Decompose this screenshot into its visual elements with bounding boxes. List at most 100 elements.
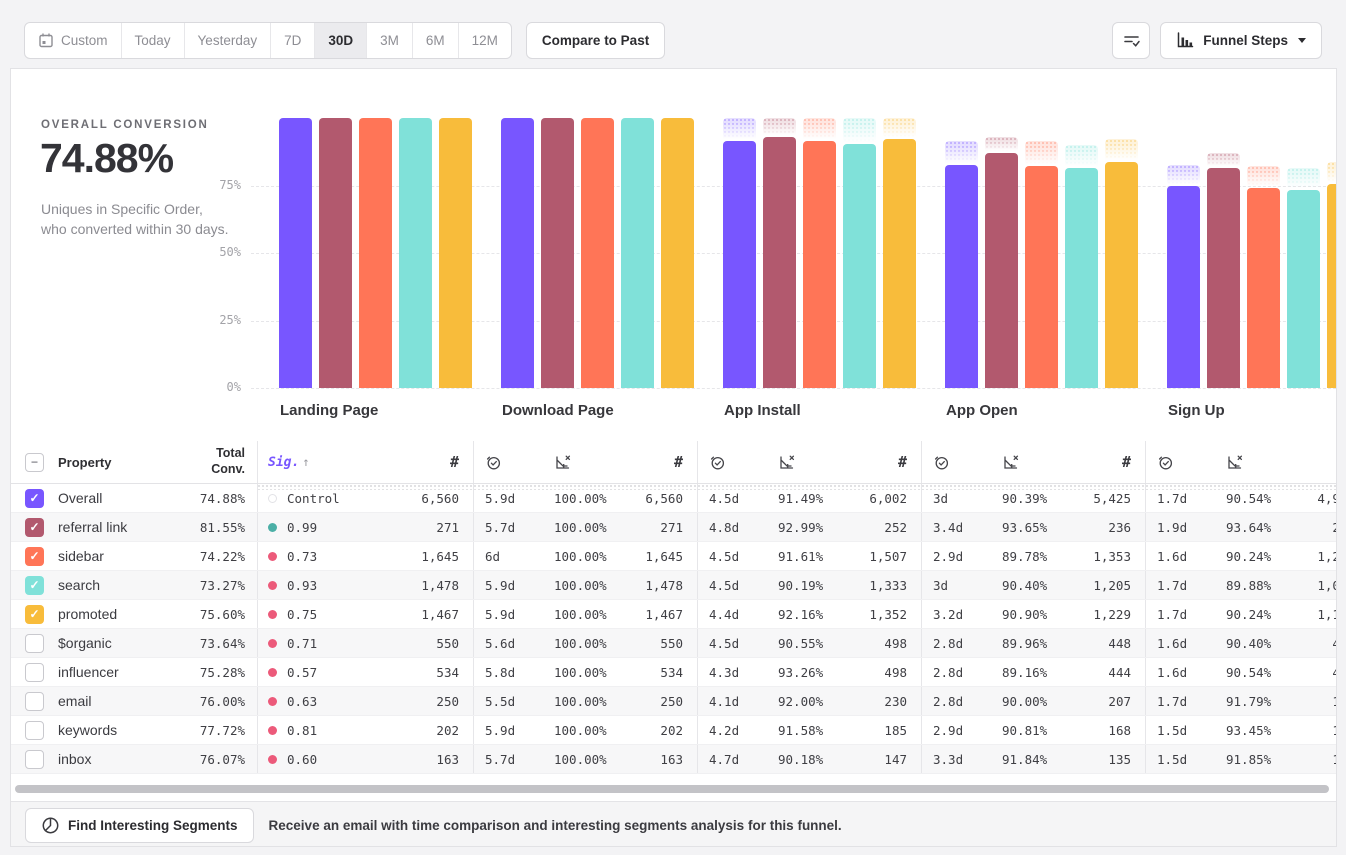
row-checkbox[interactable]: ✓	[25, 517, 44, 537]
conversion-cell: 90.55%	[778, 635, 824, 651]
funnel-bar[interactable]	[501, 118, 534, 388]
total-conversion-cell: 74.22%	[199, 548, 245, 564]
count-cell: 190	[1293, 687, 1336, 715]
funnel-bar[interactable]	[985, 153, 1018, 388]
row-checkbox[interactable]: ✓	[25, 488, 44, 508]
funnel-bar[interactable]	[621, 118, 654, 388]
total-conversion-cell: 73.64%	[199, 635, 245, 651]
sig-dot	[268, 609, 277, 619]
funnel-bar-column	[883, 118, 916, 388]
funnel-steps-label: Funnel Steps	[1203, 32, 1288, 48]
funnel-bar-column	[1105, 118, 1138, 388]
funnel-bar[interactable]	[1025, 166, 1058, 388]
table-row: influencer 75.28% 0.57 534 5.8d 100.00% 534 4.3…	[11, 658, 1336, 687]
step-label: Landing Page	[280, 402, 379, 419]
y-axis-tick-label: 25%	[219, 312, 241, 327]
conversion-cell: 93.45%	[1226, 722, 1272, 738]
funnel-bar[interactable]	[661, 118, 694, 388]
funnel-bar[interactable]	[581, 118, 614, 388]
row-checkbox[interactable]	[25, 633, 44, 653]
calendar-icon	[38, 32, 54, 48]
funnel-bar-dropoff	[843, 118, 876, 142]
horizontal-scrollbar[interactable]	[15, 785, 1329, 793]
funnel-bar[interactable]	[883, 139, 916, 388]
date-range-label: Custom	[61, 32, 108, 48]
avg-time-cell: 3.4d	[921, 513, 985, 541]
compare-to-past-button[interactable]: Compare to Past	[525, 21, 666, 59]
avg-time-cell: 5.7d	[473, 745, 537, 773]
row-checkbox[interactable]	[25, 691, 44, 711]
table-header-property: − Property	[11, 441, 191, 483]
row-checkbox[interactable]	[25, 749, 44, 769]
conversion-rate-icon	[1002, 454, 1020, 471]
sig-dot	[268, 725, 277, 735]
funnel-bar[interactable]	[279, 118, 312, 388]
count-cell: 221	[1293, 513, 1336, 541]
funnel-bar[interactable]	[439, 118, 472, 388]
funnel-bar[interactable]	[803, 141, 836, 388]
avg-time-cell: 2.9d	[921, 716, 985, 744]
funnel-bar[interactable]	[1167, 186, 1200, 388]
funnel-bar[interactable]	[723, 141, 756, 388]
date-range-today[interactable]: Today	[122, 22, 185, 58]
date-range-6m[interactable]: 6M	[413, 22, 459, 58]
table-header-sig-sort[interactable]: Sig. ↑	[257, 441, 397, 483]
conversion-cell: 91.58%	[778, 722, 824, 738]
funnel-bar[interactable]	[1327, 184, 1336, 388]
date-range-7d[interactable]: 7D	[271, 22, 316, 58]
row-checkbox[interactable]: ✓	[25, 604, 44, 624]
avg-time-cell: 1.7d	[1145, 571, 1209, 599]
funnel-bar[interactable]	[1247, 188, 1280, 388]
count-cell: 1,467	[645, 606, 683, 622]
date-range-label: 3M	[380, 32, 399, 48]
row-checkbox[interactable]	[25, 720, 44, 740]
funnel-steps-dropdown[interactable]: Funnel Steps	[1160, 21, 1322, 59]
table-header-count: #	[621, 441, 697, 483]
count-cell: 1,353	[1093, 548, 1131, 564]
funnel-bar[interactable]	[319, 118, 352, 388]
date-range-custom[interactable]: Custom	[25, 22, 122, 58]
date-range-30d[interactable]: 30D	[315, 22, 368, 58]
conversion-cell: 91.49%	[778, 490, 824, 506]
count-cell: 230	[884, 693, 907, 709]
avg-time-cell: 1.5d	[1145, 716, 1209, 744]
avg-time-cell: 5.9d	[473, 571, 537, 599]
date-range-3m[interactable]: 3M	[367, 22, 413, 58]
date-range-label: 7D	[284, 32, 302, 48]
count-cell: 250	[436, 693, 459, 709]
conversion-cell: 92.16%	[778, 606, 824, 622]
funnel-bar-column	[803, 118, 836, 388]
table-header-avg-time	[921, 441, 985, 483]
funnel-bar[interactable]	[1065, 168, 1098, 388]
find-interesting-segments-button[interactable]: Find Interesting Segments	[25, 807, 254, 843]
date-range-yesterday[interactable]: Yesterday	[185, 22, 272, 58]
total-conversion-cell: 75.60%	[199, 606, 245, 622]
conversion-cell: 90.40%	[1002, 577, 1048, 593]
funnel-bar[interactable]	[945, 165, 978, 388]
funnel-bar[interactable]	[541, 118, 574, 388]
funnel-bar[interactable]	[1207, 168, 1240, 388]
funnel-bar[interactable]	[1287, 190, 1320, 388]
funnel-bar[interactable]	[843, 144, 876, 388]
bar-group-app-open	[945, 118, 1138, 388]
compare-to-past-label: Compare to Past	[541, 32, 650, 48]
funnel-bar[interactable]	[1105, 162, 1138, 388]
table-header-avg-time	[473, 441, 537, 483]
funnel-bar[interactable]	[399, 118, 432, 388]
count-cell: 271	[436, 519, 459, 535]
count-cell: 405	[1293, 629, 1336, 657]
chart-options-button[interactable]	[1112, 21, 1151, 59]
select-all-checkbox[interactable]: −	[25, 452, 44, 472]
total-conversion-cell: 76.00%	[199, 693, 245, 709]
funnel-bar[interactable]	[359, 118, 392, 388]
row-checkbox[interactable]: ✓	[25, 546, 44, 566]
table-header-conversion-rate	[761, 441, 845, 483]
funnel-bar[interactable]	[763, 137, 796, 388]
date-range-12m[interactable]: 12M	[459, 23, 511, 58]
row-checkbox[interactable]	[25, 662, 44, 682]
bar-group-landing-page	[279, 118, 472, 388]
count-cell: 124	[1293, 745, 1336, 773]
count-cell: 163	[660, 751, 683, 767]
row-checkbox[interactable]: ✓	[25, 575, 44, 595]
funnel-bar-column	[279, 118, 312, 388]
